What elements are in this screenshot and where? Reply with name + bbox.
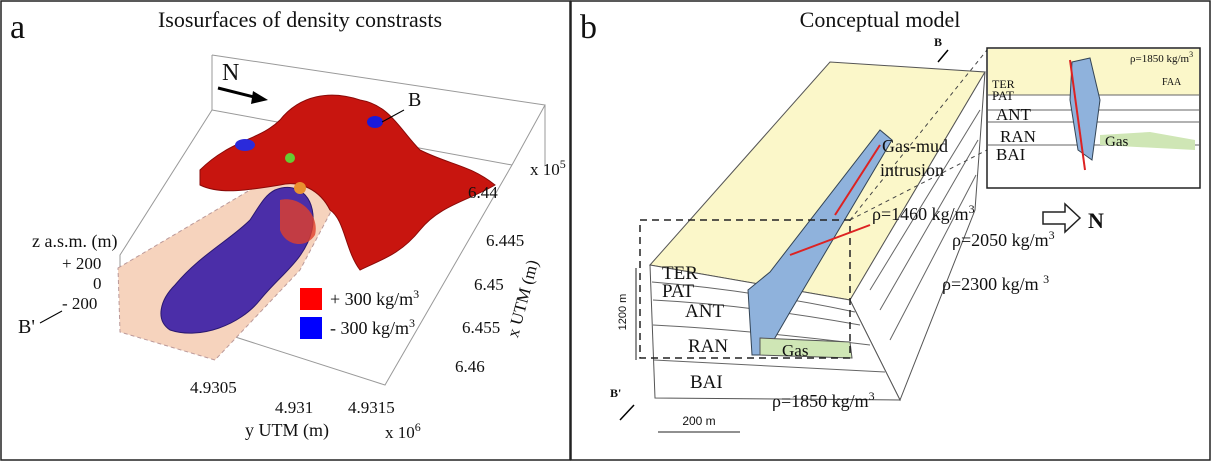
intrusion-label: intrusion bbox=[880, 160, 944, 180]
axis-label: z a.s.m. (m) bbox=[32, 231, 117, 252]
panel-title: Conceptual model bbox=[800, 7, 961, 32]
marker-point bbox=[285, 153, 295, 163]
inset-layer: BAI bbox=[996, 145, 1026, 164]
tick-label: + 200 bbox=[62, 254, 101, 273]
figure: a Isosurfaces of density constrasts N B … bbox=[0, 0, 1211, 461]
density-sup: 3 bbox=[969, 202, 975, 216]
north-arrow-head bbox=[251, 91, 268, 104]
layer-label: RAN bbox=[688, 336, 728, 357]
panel-letter: b bbox=[580, 9, 597, 46]
tick-label: 4.9315 bbox=[348, 398, 395, 417]
tick-label: 6.445 bbox=[486, 231, 524, 250]
unit-label: FAA bbox=[1162, 77, 1182, 88]
tick-label: 6.455 bbox=[462, 318, 500, 337]
north-label: N bbox=[222, 60, 239, 86]
marker-label: B bbox=[934, 35, 942, 49]
pointer-arrow bbox=[938, 50, 948, 62]
panel-a: a Isosurfaces of density constrasts N B … bbox=[10, 7, 566, 442]
legend-text: - 300 kg/m bbox=[330, 318, 409, 338]
tick-label: 0 bbox=[93, 274, 102, 293]
density-sup: 3 bbox=[1043, 272, 1049, 286]
legend-swatch bbox=[300, 317, 322, 339]
tick-label: 4.9305 bbox=[190, 378, 237, 397]
legend-label: - 300 kg/m3 bbox=[330, 316, 415, 338]
marker-label: B bbox=[408, 89, 421, 111]
density-label: ρ=1460 kg/m3 bbox=[872, 202, 975, 224]
axis-label: y UTM (m) bbox=[245, 420, 329, 441]
density-text: ρ=1460 kg/m bbox=[872, 204, 969, 224]
inset-layer: RAN bbox=[1000, 127, 1036, 146]
legend-text: + 300 kg/m bbox=[330, 289, 413, 309]
inset-gas-label: Gas bbox=[1105, 134, 1128, 150]
density-text: ρ=2050 kg/m bbox=[952, 230, 1049, 250]
tick-label: - 200 bbox=[62, 294, 97, 313]
density-sup: 3 bbox=[1049, 228, 1055, 242]
scale-label: 200 m bbox=[682, 414, 715, 428]
panel-title: Isosurfaces of density constrasts bbox=[158, 7, 442, 32]
legend-label: + 300 kg/m3 bbox=[330, 287, 419, 309]
scale-label: 1200 m bbox=[617, 294, 629, 331]
inset-layer: PAT bbox=[992, 88, 1014, 103]
layer-label: PAT bbox=[662, 281, 694, 302]
tick-label: 6.46 bbox=[455, 357, 485, 376]
axis-multiplier: x 106 bbox=[385, 420, 421, 442]
legend-swatch bbox=[300, 288, 322, 310]
density-label: ρ=2050 kg/m3 bbox=[952, 228, 1055, 250]
panel-b: b Conceptual model B ρ=1850 kg/m3 FAA TE… bbox=[580, 7, 1200, 432]
tick-label: 6.44 bbox=[468, 183, 498, 202]
layer-label: ANT bbox=[685, 301, 724, 322]
panel-letter: a bbox=[10, 9, 25, 46]
legend-sup: 3 bbox=[413, 287, 419, 301]
density-label: ρ=1850 kg/m3 bbox=[1130, 50, 1193, 65]
gas-label: Gas bbox=[782, 341, 808, 360]
density-sup: 3 bbox=[869, 389, 875, 403]
intrusion-label: Gas-mud bbox=[882, 136, 948, 156]
density-text: ρ=1850 kg/m bbox=[772, 391, 869, 411]
density-label: ρ=1850 kg/m3 bbox=[772, 389, 875, 411]
multiplier-text: x 10 bbox=[530, 160, 560, 179]
pointer-arrow bbox=[620, 405, 634, 420]
multiplier-sup: 5 bbox=[560, 157, 566, 171]
marker-label: B' bbox=[18, 316, 35, 338]
axis-multiplier: x 105 bbox=[530, 157, 566, 179]
marker-point bbox=[294, 182, 306, 194]
density-text: ρ=2300 kg/m bbox=[942, 274, 1043, 294]
density-text: ρ=1850 kg/m bbox=[1130, 53, 1189, 65]
multiplier-sup: 6 bbox=[415, 420, 421, 434]
negative-isosurface-small bbox=[367, 116, 383, 128]
legend-sup: 3 bbox=[409, 316, 415, 330]
multiplier-text: x 10 bbox=[385, 423, 415, 442]
layer-label: BAI bbox=[690, 372, 723, 393]
inset-layer: ANT bbox=[996, 105, 1032, 124]
axis-label: x UTM (m) bbox=[503, 258, 542, 340]
negative-isosurface-small bbox=[235, 139, 255, 151]
density-label: ρ=2300 kg/m 3 bbox=[942, 272, 1049, 294]
tick-label: 6.45 bbox=[474, 275, 504, 294]
marker-label: B' bbox=[610, 386, 621, 400]
pointer-arrow bbox=[40, 311, 62, 323]
north-label: N bbox=[1088, 208, 1104, 233]
tick-label: 4.931 bbox=[275, 398, 313, 417]
density-sup: 3 bbox=[1189, 50, 1193, 59]
